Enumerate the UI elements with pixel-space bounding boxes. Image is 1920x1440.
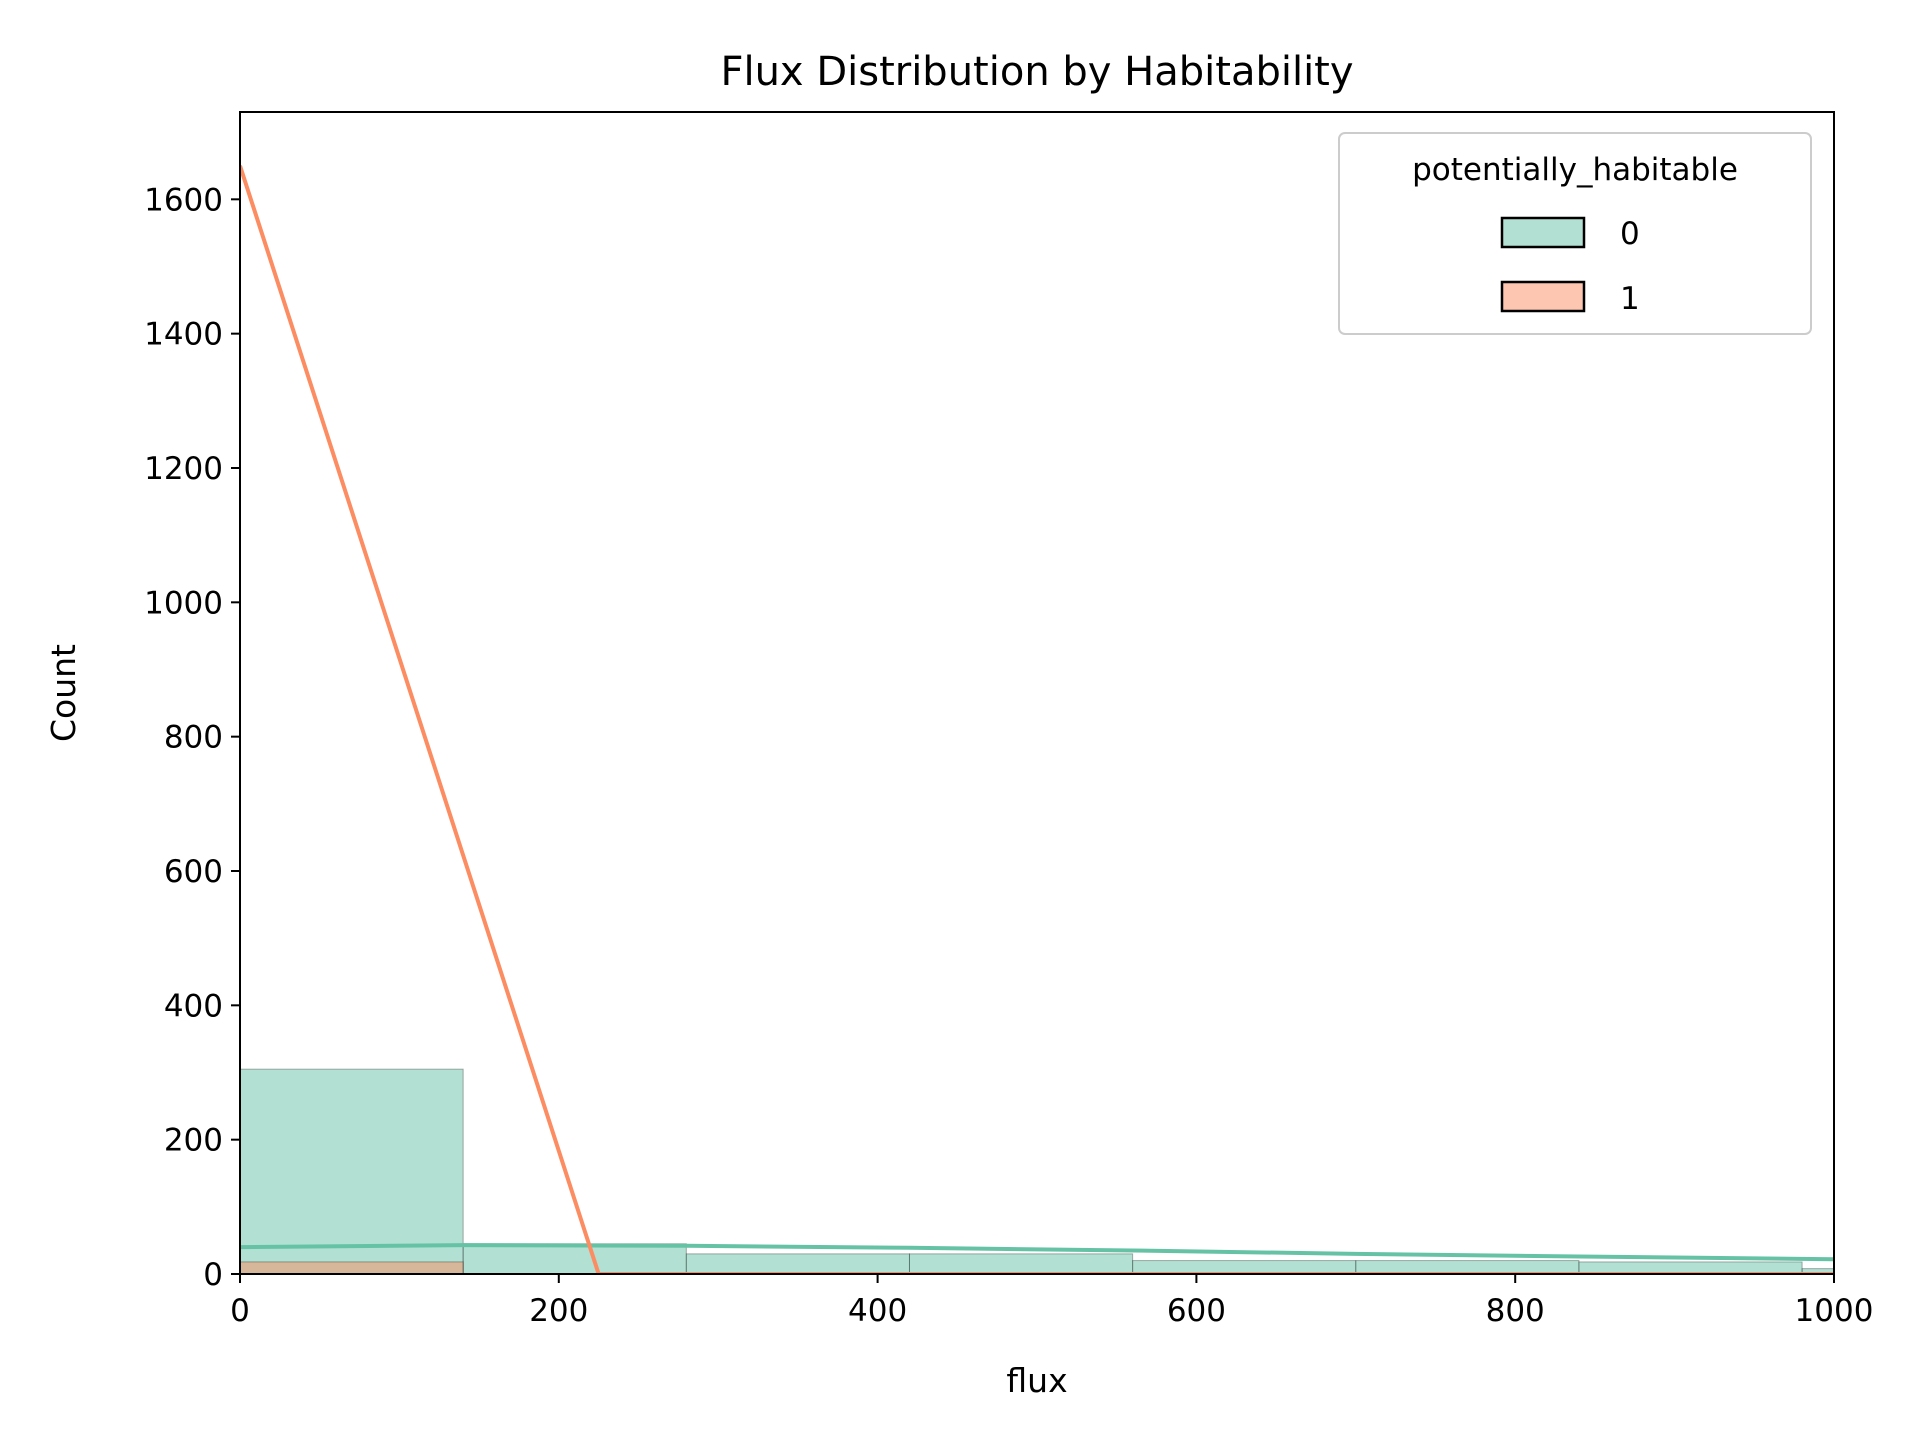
bar-series-0-bin-2 bbox=[685, 1253, 910, 1274]
y-tick-label: 1000 bbox=[144, 585, 223, 621]
bar-series-0-bin-3 bbox=[908, 1253, 1134, 1274]
bar-series-0-bin-7 bbox=[1801, 1268, 1834, 1274]
chart-title: Flux Distribution by Habitability bbox=[720, 49, 1353, 95]
legend: potentially_habitable 0 1 bbox=[1338, 132, 1812, 335]
x-axis-ticks: 0 200 400 600 800 1000 bbox=[230, 1274, 1873, 1329]
y-axis-ticks: 0 200 400 600 800 1000 1200 1400 1600 bbox=[144, 182, 240, 1293]
y-tick-label: 1400 bbox=[144, 317, 223, 353]
x-tick-label: 600 bbox=[1167, 1293, 1226, 1329]
y-tick-label: 1200 bbox=[144, 451, 223, 487]
legend-label-1: 1 bbox=[1620, 281, 1640, 317]
bar-series-1-bin-0 bbox=[240, 1261, 464, 1274]
y-tick-label: 600 bbox=[164, 854, 223, 890]
x-tick-label: 400 bbox=[848, 1293, 907, 1329]
legend-label-0: 0 bbox=[1620, 216, 1640, 252]
legend-swatch-0 bbox=[1500, 216, 1586, 249]
y-tick-label: 1600 bbox=[144, 182, 223, 218]
histogram-bars bbox=[240, 1068, 1834, 1274]
kde-line-series-0 bbox=[240, 1243, 1834, 1262]
y-axis-title: Count bbox=[44, 644, 83, 742]
kde-curves bbox=[240, 165, 1834, 1274]
x-tick-label: 0 bbox=[230, 1293, 250, 1329]
y-tick-label: 400 bbox=[164, 988, 223, 1024]
bar-series-0-bin-1 bbox=[462, 1243, 687, 1274]
y-tick-label: 0 bbox=[203, 1257, 223, 1293]
x-tick-label: 800 bbox=[1486, 1293, 1545, 1329]
bar-series-0-bin-5 bbox=[1355, 1260, 1580, 1274]
x-tick-label: 200 bbox=[529, 1293, 588, 1329]
legend-swatch-1 bbox=[1500, 280, 1586, 313]
x-tick-label: 1000 bbox=[1795, 1293, 1874, 1329]
bar-series-0-bin-0 bbox=[240, 1068, 464, 1274]
plot-frame bbox=[239, 111, 1835, 1275]
y-tick-label: 200 bbox=[164, 1123, 223, 1159]
y-tick-label: 800 bbox=[164, 720, 223, 756]
bar-series-0-bin-4 bbox=[1132, 1260, 1357, 1274]
x-axis-title: flux bbox=[1006, 1361, 1067, 1400]
legend-title: potentially_habitable bbox=[1412, 152, 1738, 188]
kde-line-series-1 bbox=[240, 165, 1834, 1274]
